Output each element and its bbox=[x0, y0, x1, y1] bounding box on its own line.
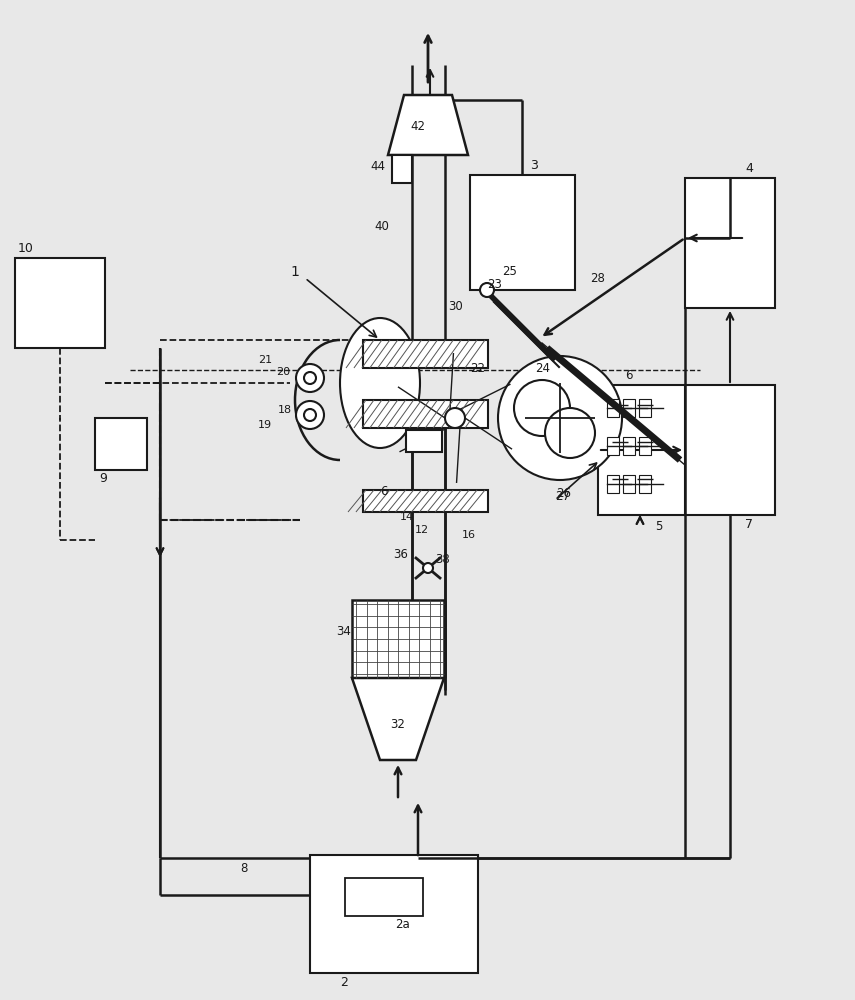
Bar bbox=[623, 437, 635, 455]
Text: 24: 24 bbox=[535, 362, 550, 375]
Text: 23: 23 bbox=[487, 278, 502, 291]
Text: 8: 8 bbox=[240, 862, 247, 875]
Text: 40: 40 bbox=[374, 220, 389, 233]
Text: 26: 26 bbox=[556, 487, 571, 500]
Text: 1: 1 bbox=[290, 265, 299, 279]
Text: 4: 4 bbox=[745, 162, 753, 175]
Text: 6: 6 bbox=[380, 485, 387, 498]
Text: 19: 19 bbox=[258, 420, 272, 430]
Circle shape bbox=[480, 283, 494, 297]
Bar bbox=[607, 399, 619, 417]
Bar bbox=[639, 475, 651, 493]
Circle shape bbox=[296, 401, 324, 429]
Text: 42: 42 bbox=[410, 120, 426, 133]
Circle shape bbox=[304, 372, 316, 384]
Text: 36: 36 bbox=[393, 548, 408, 561]
Text: 25: 25 bbox=[502, 265, 517, 278]
Text: 32: 32 bbox=[390, 718, 405, 731]
Bar bbox=[685, 178, 775, 308]
Text: 21: 21 bbox=[258, 355, 272, 365]
Bar bbox=[352, 600, 444, 678]
Bar bbox=[345, 878, 423, 916]
Text: 2: 2 bbox=[340, 976, 348, 989]
Bar bbox=[607, 475, 619, 493]
Text: 27: 27 bbox=[555, 490, 570, 503]
Bar bbox=[310, 855, 478, 973]
Text: 14: 14 bbox=[400, 512, 414, 522]
Ellipse shape bbox=[340, 318, 420, 448]
Text: 44: 44 bbox=[370, 160, 385, 173]
Bar bbox=[607, 437, 619, 455]
Text: 22: 22 bbox=[470, 362, 485, 375]
Text: 5: 5 bbox=[655, 520, 663, 533]
Text: 10: 10 bbox=[18, 242, 34, 255]
Bar bbox=[623, 399, 635, 417]
Bar bbox=[363, 400, 488, 428]
Circle shape bbox=[545, 408, 595, 458]
Circle shape bbox=[445, 408, 465, 428]
Bar bbox=[685, 385, 775, 515]
Text: 18: 18 bbox=[278, 405, 292, 415]
Bar bbox=[406, 430, 442, 452]
Bar bbox=[15, 258, 105, 348]
Circle shape bbox=[423, 563, 433, 573]
Text: 30: 30 bbox=[448, 300, 463, 313]
Bar bbox=[363, 340, 488, 368]
Bar bbox=[470, 175, 575, 290]
Polygon shape bbox=[352, 678, 444, 760]
Text: 12: 12 bbox=[415, 525, 429, 535]
Text: 2a: 2a bbox=[395, 918, 410, 931]
Bar bbox=[598, 385, 685, 515]
Bar bbox=[363, 490, 488, 512]
Bar bbox=[623, 475, 635, 493]
Bar bbox=[639, 399, 651, 417]
Text: 6: 6 bbox=[625, 369, 633, 382]
Circle shape bbox=[498, 356, 622, 480]
Circle shape bbox=[304, 409, 316, 421]
Circle shape bbox=[514, 380, 570, 436]
Circle shape bbox=[296, 364, 324, 392]
Polygon shape bbox=[388, 95, 468, 155]
Text: 38: 38 bbox=[435, 553, 450, 566]
Text: 3: 3 bbox=[530, 159, 538, 172]
Text: 16: 16 bbox=[462, 530, 476, 540]
Bar bbox=[95, 418, 147, 470]
Text: 20: 20 bbox=[276, 367, 290, 377]
Bar bbox=[639, 437, 651, 455]
Text: 28: 28 bbox=[590, 272, 604, 285]
Text: 34: 34 bbox=[336, 625, 351, 638]
Text: 9: 9 bbox=[99, 472, 107, 485]
Bar bbox=[392, 155, 412, 183]
Text: 7: 7 bbox=[745, 518, 753, 531]
